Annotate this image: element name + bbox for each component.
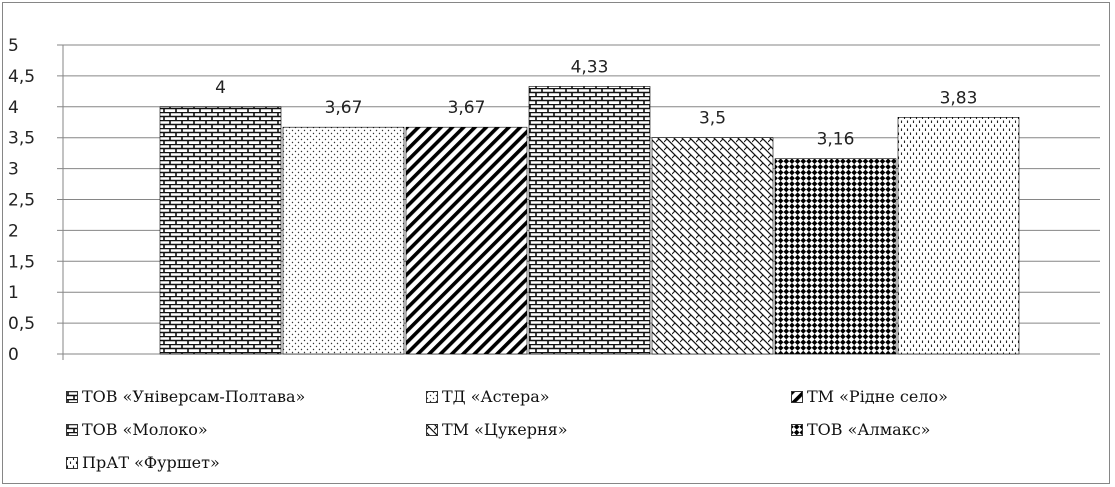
data-label: 3,67 — [448, 98, 486, 118]
data-label: 3,83 — [940, 88, 978, 108]
y-tick-label: 5 — [8, 36, 19, 56]
bar-3 — [405, 126, 528, 355]
data-label: 3,16 — [817, 130, 855, 150]
bar-4 — [528, 86, 651, 355]
bar-1 — [159, 106, 282, 355]
data-label: 3,5 — [699, 109, 726, 129]
bar-6 — [774, 158, 897, 355]
bar-7 — [897, 117, 1020, 355]
y-tick-label: 3,5 — [8, 129, 35, 149]
data-label: 4,33 — [571, 57, 609, 77]
y-tick-label: 1,5 — [8, 252, 35, 272]
bar-5 — [651, 137, 774, 355]
y-tick-label: 4 — [8, 98, 19, 118]
y-tick-label: 2 — [8, 221, 19, 241]
y-axis-ticks: 0 0,5 1 1,5 2 2,5 3 3,5 4 4,5 5 — [8, 36, 35, 365]
bar-2 — [282, 126, 405, 355]
data-label: 3,67 — [325, 98, 363, 118]
y-tick-label: 2,5 — [8, 191, 35, 211]
y-tick-label: 1 — [8, 283, 19, 303]
data-labels: 4 3,67 3,67 4,33 3,5 3,16 3,83 — [215, 57, 977, 149]
bars — [159, 86, 1020, 355]
data-label: 4 — [215, 78, 226, 98]
y-tick-label: 4,5 — [8, 67, 35, 87]
y-tick-label: 3 — [8, 160, 19, 180]
y-tick-label: 0,5 — [8, 314, 35, 334]
y-tick-label: 0 — [8, 345, 19, 365]
